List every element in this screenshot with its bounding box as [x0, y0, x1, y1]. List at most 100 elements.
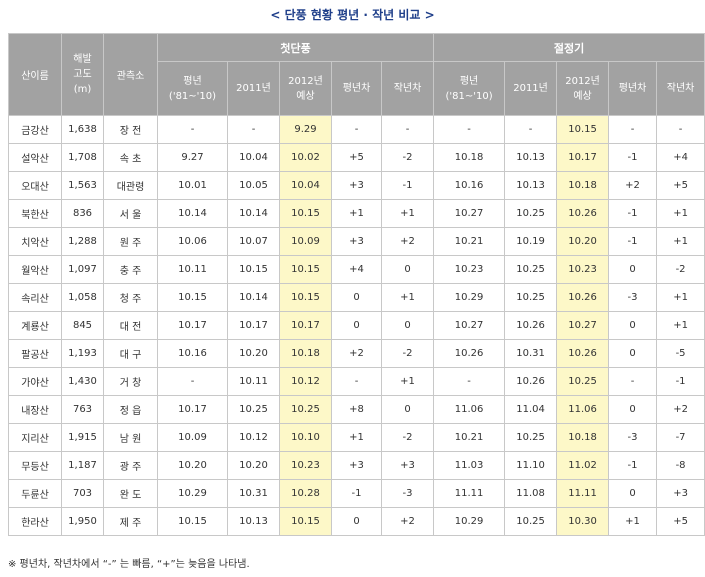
cell-first-normal: 9.27: [157, 143, 228, 172]
cell-peak-normal: 10.23: [433, 255, 506, 284]
cell-first-2011: 10.25: [227, 395, 280, 424]
cell-peak-diff-last: -: [656, 115, 705, 144]
cell-peak-2012: 10.23: [556, 255, 610, 284]
cell-peak-2011: 11.08: [504, 479, 558, 508]
cell-first-normal: 10.15: [157, 283, 228, 312]
table-row: 내장산 763 정 읍 10.17 10.25 10.25 +8 0 11.06 11.04 11.…: [8, 395, 705, 424]
cell-first-2012: 10.02: [279, 143, 332, 172]
cell-first-diff-last: 0: [380, 311, 435, 340]
cell-altitude: 1,950: [61, 507, 104, 536]
cell-first-diff-last: -1: [380, 171, 435, 200]
cell-peak-2012: 10.27: [556, 311, 610, 340]
header-mountain: 산이름: [8, 33, 62, 116]
cell-first-diff-normal: 0: [331, 507, 382, 536]
cell-first-diff-normal: +1: [331, 199, 382, 228]
cell-first-diff-last: +3: [380, 451, 435, 480]
cell-first-2011: 10.20: [227, 339, 280, 368]
cell-station: 충 주: [103, 255, 158, 284]
header-peak-diff-normal: 평년차: [608, 61, 658, 116]
cell-first-2011: 10.12: [227, 423, 280, 452]
cell-first-diff-last: 0: [380, 395, 435, 424]
cell-station: 대관령: [103, 171, 158, 200]
cell-peak-diff-normal: -3: [608, 283, 658, 312]
cell-peak-2011: 10.25: [504, 283, 558, 312]
header-peak-2012-l2: 예상: [573, 90, 592, 102]
cell-peak-diff-normal: 0: [608, 311, 658, 340]
cell-first-diff-last: -2: [380, 423, 435, 452]
cell-peak-diff-normal: -1: [608, 199, 658, 228]
cell-mountain: 오대산: [8, 171, 62, 200]
cell-peak-2011: 11.10: [504, 451, 558, 480]
cell-peak-2012: 10.15: [556, 115, 610, 144]
cell-peak-diff-normal: 0: [608, 479, 658, 508]
cell-peak-diff-normal: -: [608, 367, 658, 396]
table-row: 설악산 1,708 속 초 9.27 10.04 10.02 +5 -2 10.18 10.13 1…: [8, 143, 705, 172]
cell-peak-2011: 10.25: [504, 255, 558, 284]
cell-first-diff-last: 0: [380, 255, 435, 284]
header-altitude-line3: (m): [73, 84, 92, 95]
cell-peak-normal: 10.21: [433, 227, 506, 256]
cell-peak-2012: 10.26: [556, 339, 610, 368]
cell-station: 대 구: [103, 339, 158, 368]
cell-peak-2011: 10.25: [504, 507, 558, 536]
cell-station: 완 도: [103, 479, 158, 508]
cell-peak-2012: 10.18: [556, 423, 610, 452]
cell-peak-diff-normal: 0: [608, 395, 658, 424]
header-first-normal-l2: ('81~'10): [168, 90, 217, 102]
cell-peak-normal: 10.26: [433, 339, 506, 368]
cell-first-diff-last: -2: [380, 339, 435, 368]
header-first-diff-normal: 평년차: [331, 61, 382, 116]
cell-mountain: 월악산: [8, 255, 62, 284]
cell-peak-diff-normal: +2: [608, 171, 658, 200]
header-peak-normal-l1: 평년: [459, 75, 479, 87]
cell-peak-2012: 10.25: [556, 367, 610, 396]
cell-first-diff-normal: -: [331, 367, 382, 396]
cell-peak-2011: 10.31: [504, 339, 558, 368]
cell-first-normal: -: [157, 367, 228, 396]
cell-peak-diff-last: +3: [656, 479, 705, 508]
table-row: 계룡산 845 대 전 10.17 10.17 10.17 0 0 10.27 10.26 10.2…: [8, 311, 705, 340]
header-peak-2012-l1: 2012년: [565, 75, 600, 87]
cell-peak-2011: 10.26: [504, 367, 558, 396]
cell-peak-2011: 10.13: [504, 143, 558, 172]
cell-mountain: 북한산: [8, 199, 62, 228]
cell-first-2011: 10.17: [227, 311, 280, 340]
cell-mountain: 두륜산: [8, 479, 62, 508]
header-first-normal-l1: 평년: [183, 75, 202, 87]
cell-station: 서 울: [103, 199, 158, 228]
cell-peak-diff-normal: 0: [608, 255, 658, 284]
cell-first-2011: 10.11: [227, 367, 280, 396]
cell-peak-normal: 10.29: [433, 283, 506, 312]
header-group-first: 첫단풍: [156, 33, 435, 62]
cell-first-normal: 10.09: [157, 423, 228, 452]
cell-station: 정 읍: [103, 395, 158, 424]
table-header: 산이름 해발 고도 (m) 관측소 첫단풍 절정기 평년 ('81~'10) 20…: [8, 33, 705, 116]
table-row: 속리산 1,058 청 주 10.15 10.14 10.15 0 +1 10.29 10.25 1…: [8, 283, 705, 312]
cell-peak-normal: -: [433, 115, 506, 144]
cell-altitude: 1,187: [61, 451, 104, 480]
cell-peak-2011: 10.13: [504, 171, 558, 200]
cell-first-2012: 10.15: [279, 199, 332, 228]
cell-station: 장 전: [103, 115, 158, 144]
table-row: 월악산 1,097 충 주 10.11 10.15 10.15 +4 0 10.23 10.25 1…: [8, 255, 705, 284]
cell-peak-diff-normal: -1: [608, 143, 658, 172]
cell-first-diff-last: -2: [380, 143, 435, 172]
header-station: 관측소: [103, 33, 158, 116]
cell-altitude: 1,288: [61, 227, 104, 256]
cell-first-2012: 10.15: [279, 507, 332, 536]
cell-first-normal: 10.14: [157, 199, 228, 228]
cell-first-normal: 10.11: [157, 255, 228, 284]
cell-first-diff-normal: +2: [331, 339, 382, 368]
cell-altitude: 1,563: [61, 171, 104, 200]
table-row: 북한산 836 서 울 10.14 10.14 10.15 +1 +1 10.27 10.25 10…: [8, 199, 705, 228]
cell-first-2011: -: [227, 115, 280, 144]
cell-peak-2011: 10.25: [504, 423, 558, 452]
cell-first-diff-normal: +8: [331, 395, 382, 424]
table-row: 금강산 1,638 장 전 - -9.29- - - -10.15- -: [8, 115, 705, 144]
cell-first-2012: 10.12: [279, 367, 332, 396]
cell-peak-diff-last: -1: [656, 367, 705, 396]
table-row: 오대산 1,563 대관령 10.01 10.05 10.04 +3 -1 10.16 10.13…: [8, 171, 705, 200]
cell-altitude: 1,058: [61, 283, 104, 312]
cell-peak-diff-normal: +1: [608, 507, 658, 536]
